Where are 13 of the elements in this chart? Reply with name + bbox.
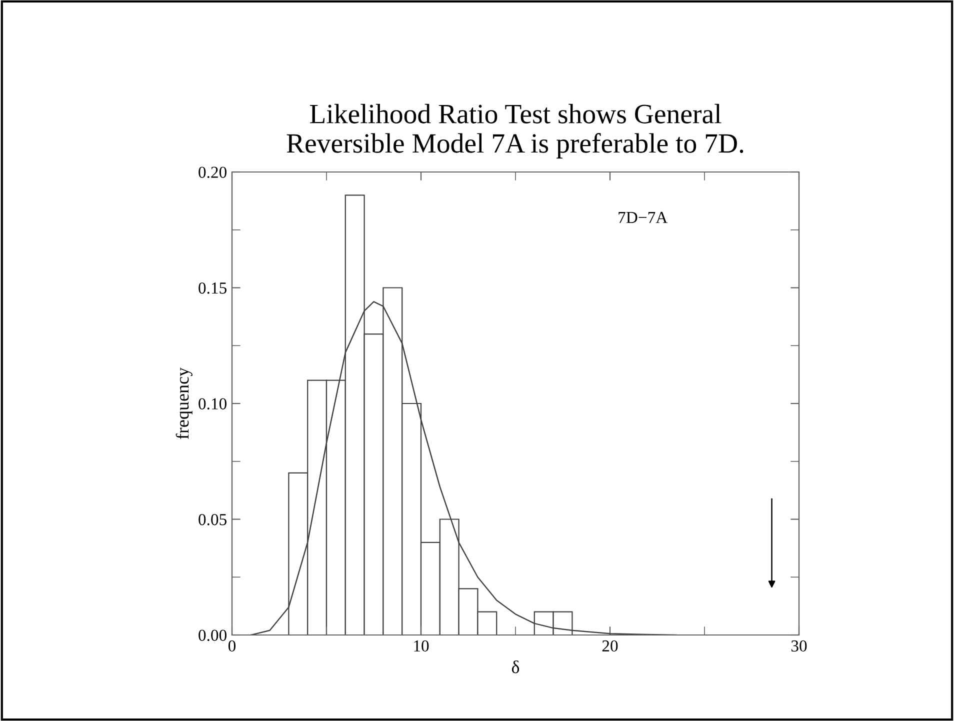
- x-tick-label: 10: [414, 640, 429, 652]
- x-tick-label: 20: [602, 640, 618, 652]
- y-axis-title: frequency: [176, 367, 192, 440]
- annotation: 7D−7A: [618, 212, 668, 223]
- y-tick-label: 0.00: [198, 630, 227, 642]
- y-tick-label: 0.15: [198, 282, 226, 294]
- y-tick-label: 0.05: [198, 514, 226, 526]
- x-tick-label: 30: [791, 640, 807, 652]
- y-tick-label: 0.20: [198, 166, 227, 178]
- x-axis-title: δ: [512, 660, 520, 674]
- chart-title: Likelihood Ratio Test shows General Reversible Model 7A is preferable to 7D.: [286, 104, 744, 158]
- x-tick-label: 0: [228, 640, 236, 652]
- y-tick-label: 0.10: [198, 398, 227, 410]
